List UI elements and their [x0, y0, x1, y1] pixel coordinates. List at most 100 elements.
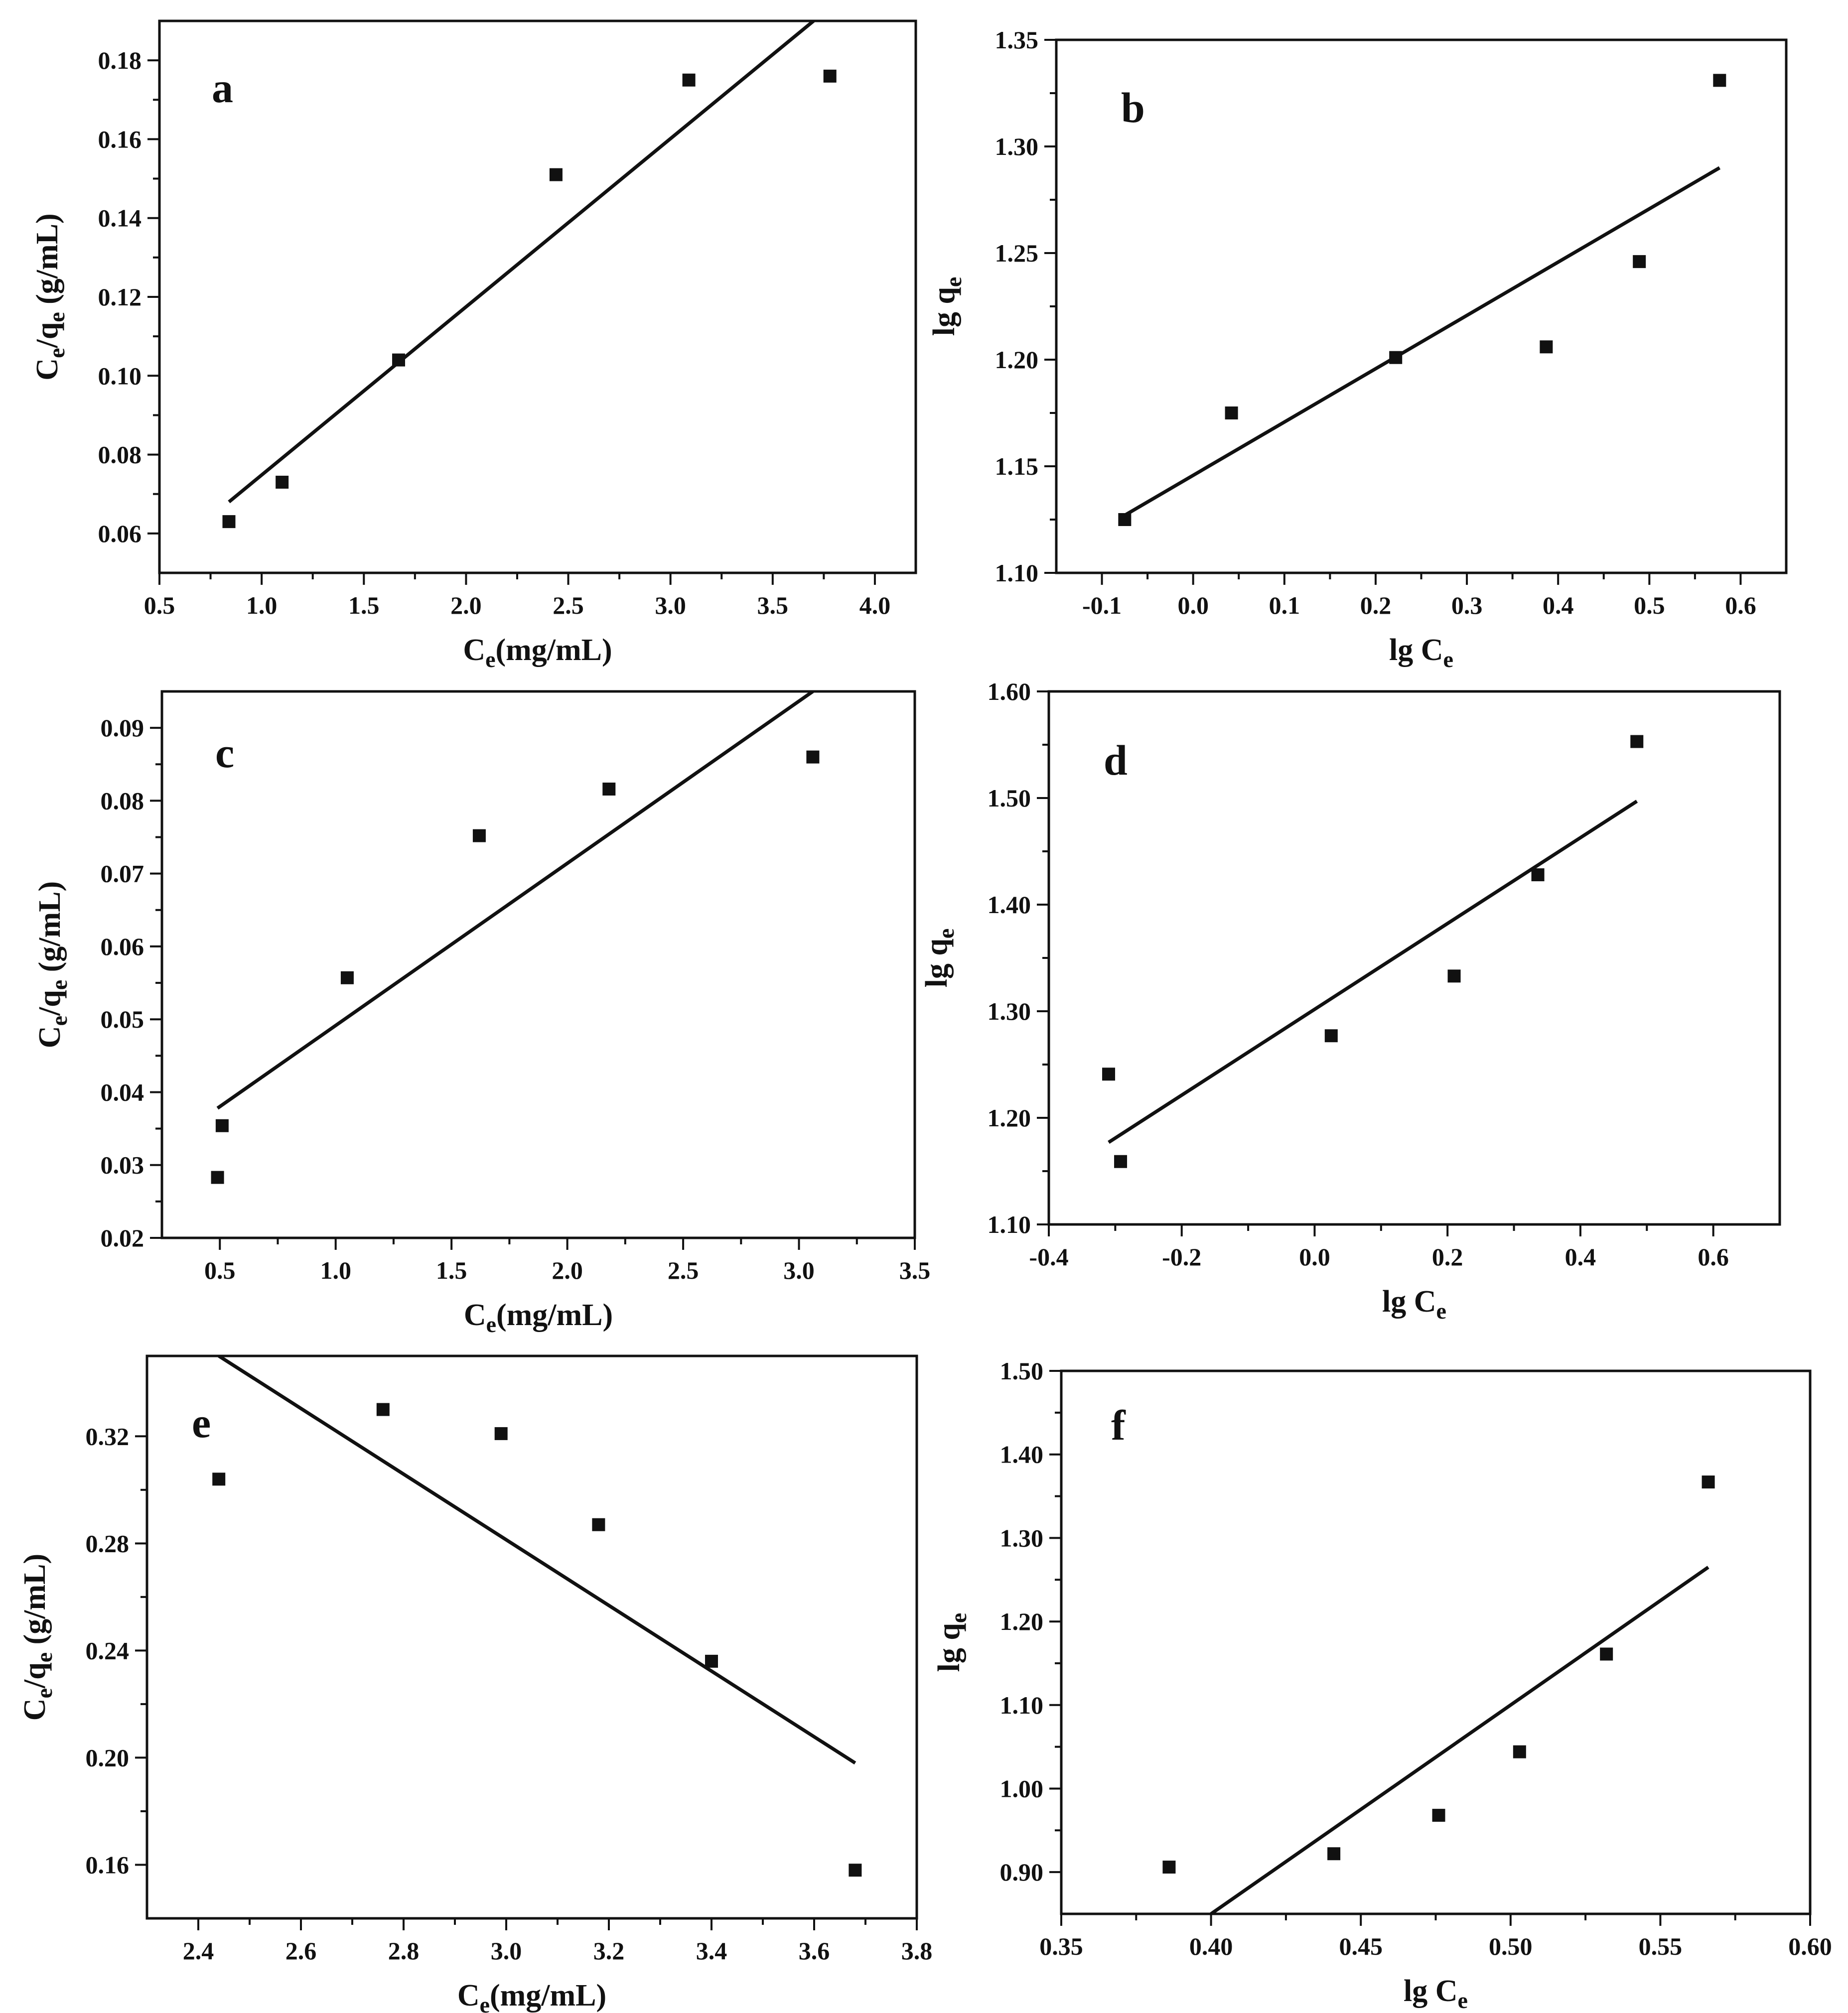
fit-line: [228, 21, 815, 504]
x-axis-title: lg Ce: [1404, 1974, 1468, 2013]
x-tick-label: 4.0: [859, 591, 891, 619]
x-tick-label: 0.60: [1788, 1932, 1832, 1960]
x-tick-label: 0.5: [144, 591, 175, 619]
data-point: [1389, 351, 1403, 364]
x-tick-label: 0.4: [1565, 1243, 1596, 1271]
x-tick-label: 1.0: [246, 591, 278, 619]
data-point: [472, 829, 486, 842]
x-tick-label: 0.40: [1189, 1932, 1233, 1960]
x-tick-label: 0.0: [1299, 1243, 1330, 1271]
plot-frame: [1047, 690, 1781, 1226]
data-point: [806, 750, 820, 764]
data-point: [592, 1518, 605, 1531]
data-point: [222, 515, 236, 529]
panel-letter: e: [192, 1399, 211, 1447]
y-axis-title: Ce/qe (g/mL): [18, 1554, 57, 1721]
data-point: [1327, 1847, 1341, 1861]
y-tick-label: 0.06: [98, 520, 142, 547]
y-tick-label: 0.28: [86, 1529, 130, 1557]
y-tick-label: 0.06: [101, 933, 144, 960]
y-axis-title: lg qe: [927, 277, 966, 336]
y-tick-label: 0.16: [98, 125, 142, 153]
y-tick-label: 0.04: [101, 1078, 144, 1106]
y-tick-label: 0.90: [1000, 1858, 1044, 1886]
y-tick-label: 0.14: [98, 204, 142, 232]
x-tick-label: 0.6: [1698, 1243, 1729, 1271]
plot-frame: [1060, 1369, 1812, 1915]
fit-line: [1124, 166, 1721, 517]
y-tick-label: 0.12: [98, 283, 142, 311]
panel-e: 2.4 2.6 2.8 3.0 3.2 3.4 3.6 3.8 0.16 0.20 0.24 0.28…: [18, 1354, 933, 2013]
y-tick-label: 0.16: [86, 1851, 130, 1879]
data-point: [549, 168, 563, 181]
x-tick-label: 3.8: [901, 1937, 933, 1965]
y-tick-label: 0.10: [98, 362, 142, 390]
x-tick-label: 0.45: [1339, 1932, 1383, 1960]
y-tick-label: 1.40: [1000, 1441, 1044, 1469]
y-tick-label: 1.25: [995, 239, 1039, 267]
x-tick-label: 2.0: [552, 1256, 583, 1284]
x-tick-label: 2.5: [553, 591, 584, 619]
x-tick-label: 0.3: [1451, 591, 1483, 619]
x-tick-label: -0.1: [1082, 591, 1122, 619]
y-tick-label: 1.30: [1000, 1524, 1044, 1552]
x-axis-title: lg Ce: [1389, 633, 1453, 672]
data-point: [212, 1473, 226, 1486]
y-tick-label: 0.08: [101, 787, 144, 814]
panel-letter: a: [212, 64, 233, 112]
y-tick-label: 0.03: [101, 1151, 144, 1179]
x-tick-label: 3.4: [696, 1937, 727, 1965]
y-tick-label: 1.60: [988, 677, 1031, 705]
y-tick-label: 1.10: [995, 559, 1039, 587]
data-point: [1600, 1647, 1613, 1661]
y-tick-label: 1.15: [995, 452, 1039, 480]
y-tick-label: 1.20: [1000, 1608, 1044, 1635]
y-axis-title: lg qe: [932, 1613, 971, 1672]
panel-letter: b: [1121, 84, 1145, 132]
data-point: [211, 1171, 224, 1184]
data-point: [1513, 1745, 1526, 1758]
data-point: [1630, 735, 1644, 748]
x-tick-label: 2.4: [183, 1937, 214, 1965]
x-tick-label: 0.2: [1432, 1243, 1463, 1271]
panel-letter: f: [1111, 1401, 1126, 1449]
data-point: [1540, 340, 1553, 354]
data-point: [1531, 868, 1545, 882]
y-tick-label: 0.18: [98, 46, 142, 74]
panel-f: 0.35 0.40 0.45 0.50 0.55 0.60 0.90 1.00 1.10 1.20…: [932, 1357, 1832, 2013]
y-tick-label: 0.24: [86, 1636, 130, 1664]
x-tick-label: 0.35: [1039, 1932, 1083, 1960]
x-axis-title: Ce(mg/mL): [457, 1979, 606, 2013]
x-tick-label: 0.55: [1639, 1932, 1683, 1960]
x-tick-label: 0.4: [1543, 591, 1574, 619]
y-axis-title: Ce/qe (g/mL): [33, 881, 72, 1048]
x-tick-label: 2.8: [388, 1937, 420, 1965]
y-axis-title: lg qe: [920, 929, 959, 988]
x-tick-label: 1.5: [436, 1256, 467, 1284]
x-tick-label: 0.0: [1177, 591, 1209, 619]
y-tick-label: 1.00: [1000, 1774, 1044, 1802]
y-tick-label: 0.20: [86, 1744, 130, 1771]
fit-line: [1210, 1566, 1709, 1914]
plot-frame: [158, 19, 917, 574]
x-tick-label: 3.0: [783, 1256, 815, 1284]
data-point: [376, 1403, 390, 1416]
x-tick-label: 2.0: [450, 591, 482, 619]
y-tick-label: 1.10: [1000, 1691, 1044, 1719]
data-point: [215, 1119, 229, 1132]
y-tick-label: 1.30: [988, 997, 1031, 1025]
y-tick-label: 1.35: [995, 26, 1039, 54]
x-tick-label: 2.5: [668, 1256, 699, 1284]
data-point: [1324, 1029, 1338, 1043]
plot-frame: [145, 1354, 918, 1920]
data-point: [823, 69, 837, 83]
data-point: [1225, 406, 1238, 419]
data-point: [1162, 1861, 1176, 1874]
x-tick-label: 3.5: [757, 591, 789, 619]
plot-frame: [160, 690, 916, 1239]
data-point: [1633, 255, 1646, 268]
data-point: [602, 782, 616, 796]
x-axis-title: Ce(mg/mL): [463, 633, 612, 672]
x-tick-label: -0.2: [1162, 1243, 1201, 1271]
y-tick-label: 0.05: [101, 1005, 144, 1033]
